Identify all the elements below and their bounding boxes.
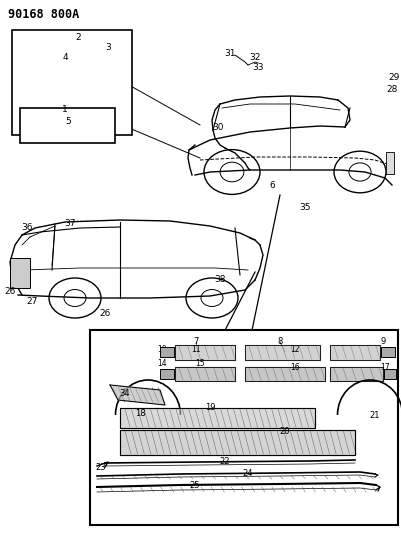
- Text: 1: 1: [62, 106, 68, 115]
- Text: 27: 27: [26, 297, 38, 306]
- Text: 23: 23: [96, 464, 106, 472]
- Text: 30: 30: [212, 124, 224, 133]
- Bar: [12, 30, 132, 135]
- Text: 12: 12: [290, 344, 300, 353]
- Text: 35: 35: [299, 204, 311, 213]
- Text: 19: 19: [205, 402, 215, 411]
- Bar: [120, 408, 315, 428]
- Text: 14: 14: [157, 359, 167, 368]
- Bar: [384, 369, 396, 379]
- Text: 13: 13: [380, 348, 390, 357]
- Bar: [381, 347, 395, 357]
- Polygon shape: [110, 385, 165, 405]
- Text: 4: 4: [62, 53, 68, 62]
- Bar: [20, 108, 115, 143]
- Text: 15: 15: [195, 359, 205, 368]
- Bar: [10, 258, 30, 288]
- Text: 26: 26: [4, 287, 16, 296]
- Text: 90168 800A: 90168 800A: [8, 8, 79, 21]
- Text: 5: 5: [65, 117, 71, 126]
- Text: 28: 28: [386, 85, 398, 94]
- Text: 36: 36: [21, 223, 33, 232]
- Bar: [90, 330, 398, 525]
- Text: 26: 26: [99, 309, 111, 318]
- Text: 31: 31: [224, 49, 236, 58]
- Text: 34: 34: [119, 389, 130, 398]
- Text: 20: 20: [280, 427, 290, 437]
- Text: 6: 6: [269, 181, 275, 190]
- Bar: [175, 345, 235, 360]
- Text: 29: 29: [388, 74, 400, 83]
- Bar: [160, 369, 174, 379]
- Text: 17: 17: [380, 362, 390, 372]
- Bar: [330, 345, 380, 360]
- Text: 11: 11: [191, 344, 201, 353]
- Text: 7: 7: [193, 336, 198, 345]
- Text: 37: 37: [64, 219, 76, 228]
- Text: 22: 22: [220, 456, 230, 465]
- Text: 32: 32: [249, 53, 261, 62]
- Bar: [120, 430, 355, 455]
- Bar: [175, 367, 235, 381]
- Text: 33: 33: [252, 62, 264, 71]
- Text: 8: 8: [277, 336, 283, 345]
- Text: 18: 18: [135, 408, 145, 417]
- Text: 3: 3: [105, 44, 111, 52]
- Text: 10: 10: [157, 344, 167, 353]
- Text: 9: 9: [381, 336, 386, 345]
- Text: 21: 21: [370, 410, 380, 419]
- Bar: [160, 347, 174, 357]
- Bar: [386, 152, 394, 174]
- Text: 16: 16: [290, 362, 300, 372]
- Text: 2: 2: [75, 34, 81, 43]
- Text: 38: 38: [214, 276, 226, 285]
- Text: 25: 25: [190, 481, 200, 489]
- Text: 24: 24: [243, 469, 253, 478]
- Bar: [330, 367, 383, 381]
- Bar: [245, 345, 320, 360]
- Bar: [245, 367, 325, 381]
